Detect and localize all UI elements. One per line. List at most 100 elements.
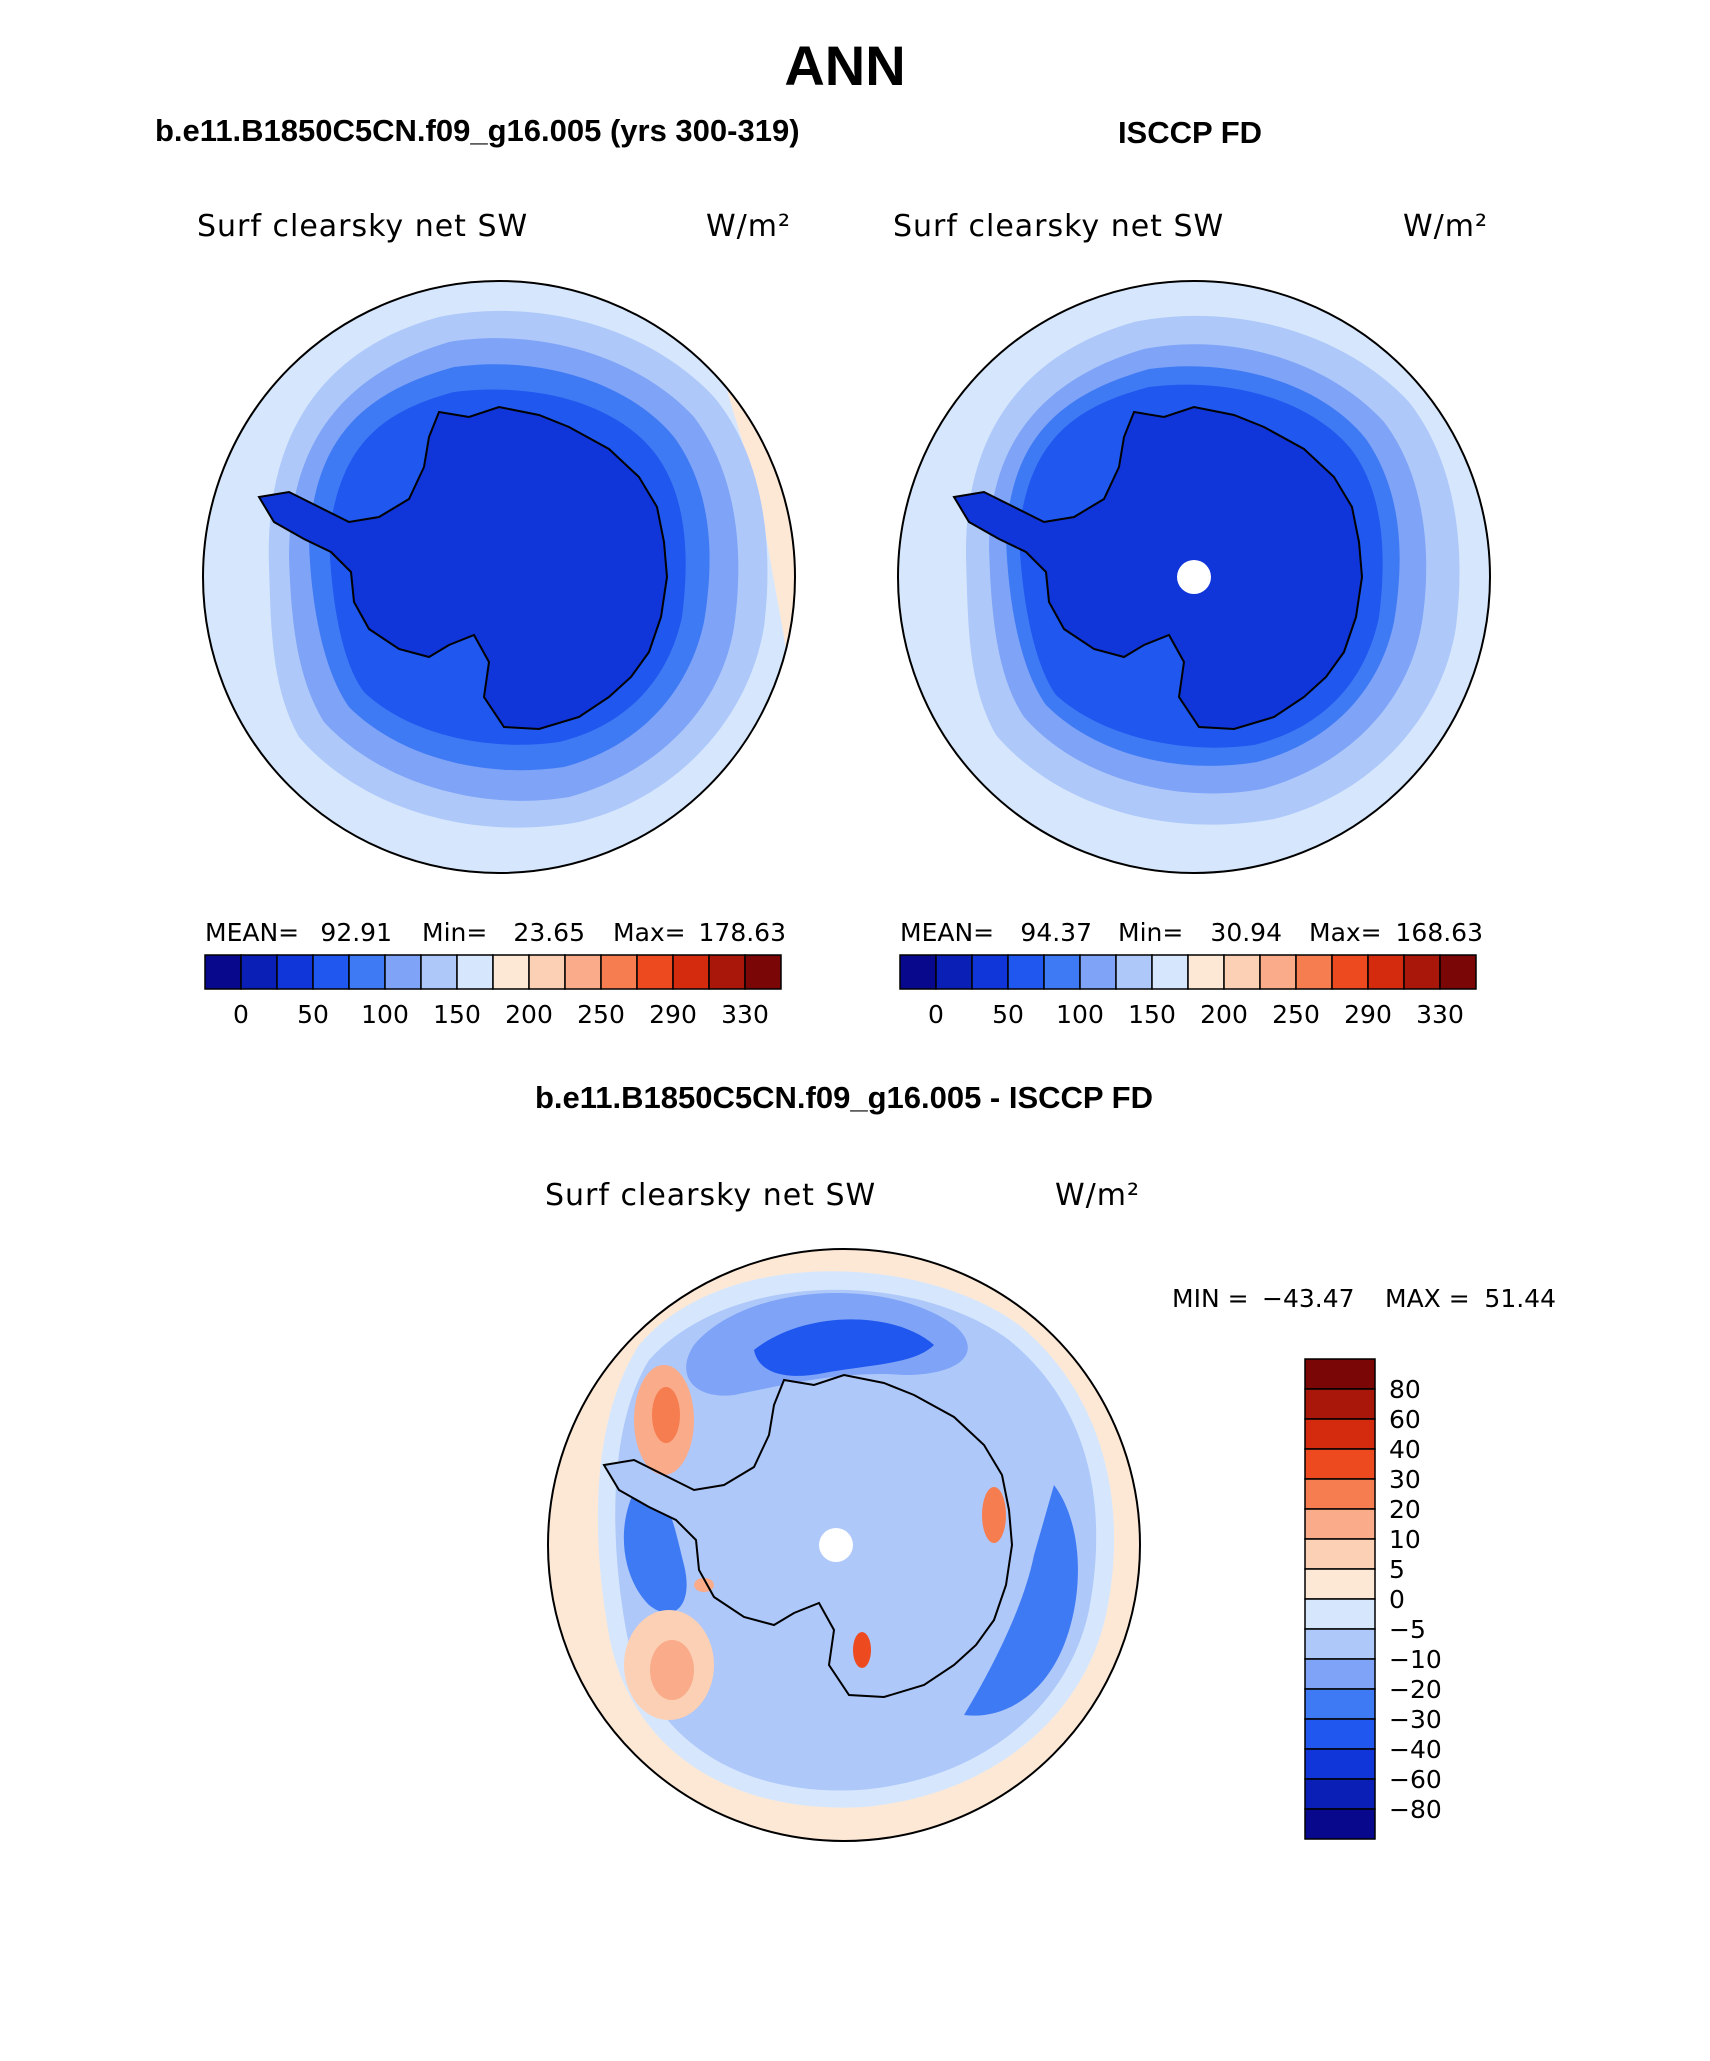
panel3-stats: MIN = −43.47 MAX = 51.44 [1172,1284,1556,1313]
colorbar-swatch [240,954,278,990]
colorbar-swatch [1304,1808,1376,1840]
panel1-variable-label: Surf clearsky net SW [197,209,528,244]
colorbar-tick-label: −40 [1389,1735,1442,1764]
colorbar-swatch [1304,1778,1376,1810]
panel2: Surf clearsky net SW W/m² MEAN= 94.37 Mi… [893,209,1491,1029]
panel2-max-label: Max= [1309,918,1382,947]
panel3-region-peninsula-core [652,1387,680,1443]
colorbar-swatch [1304,1688,1376,1720]
colorbar-swatch [564,954,602,990]
panel3-region-hotspot-east [982,1487,1006,1543]
panel2-map-border [897,280,1491,874]
colorbar-tick-label: 200 [505,1000,553,1029]
colorbar-tick-label: 20 [1389,1495,1421,1524]
colorbar-tick-label: 80 [1389,1375,1421,1404]
colorbar-swatch [1079,954,1117,990]
colorbar-swatch [1295,954,1333,990]
colorbar-swatch [1403,954,1441,990]
panel2-colorbar [899,954,1477,990]
figure-title: ANN [784,34,905,97]
colorbar-swatch [1007,954,1045,990]
panel3-region-west-negative [623,1475,687,1613]
colorbar-swatch [971,954,1009,990]
colorbar-tick-label: 290 [649,1000,697,1029]
colorbar-swatch [420,954,458,990]
panel2-min-value: 30.94 [1210,918,1282,947]
colorbar-tick-label: −30 [1389,1705,1442,1734]
colorbar-swatch [1304,1358,1376,1390]
colorbar-tick-label: 250 [1272,1000,1320,1029]
panel2-units-label: W/m² [1403,209,1488,244]
panel2-colorbar-ticks: 0 50 100 150 200 250 290 330 [928,1000,1464,1029]
colorbar-tick-label: 60 [1389,1405,1421,1434]
colorbar-tick-label: 200 [1200,1000,1248,1029]
colorbar-swatch [1259,954,1297,990]
panel3-max-value: 51.44 [1484,1284,1556,1313]
panel1-colorbar [204,954,782,990]
panel3-map-border [547,1248,1141,1842]
panel1-min-value: 23.65 [513,918,585,947]
panel1-colorbar-ticks: 0 50 100 150 200 250 290 330 [233,1000,769,1029]
panel1-map-border [202,280,796,874]
panel1-units-label: W/m² [706,209,791,244]
colorbar-swatch [1304,1418,1376,1450]
colorbar-swatch [1151,954,1189,990]
panel3: Surf clearsky net SW W/m² [545,1178,1556,1842]
colorbar-tick-label: 290 [1344,1000,1392,1029]
panel3-min-label: MIN = [1172,1284,1249,1313]
colorbar-tick-label: 5 [1389,1555,1405,1584]
colorbar-swatch [1304,1658,1376,1690]
panel2-mean-label: MEAN= [900,918,994,947]
colorbar-tick-label: 150 [433,1000,481,1029]
colorbar-tick-label: −80 [1389,1795,1442,1824]
colorbar-tick-label: 30 [1389,1465,1421,1494]
panel3-region-east-negative [964,1485,1078,1716]
panel1-coastline [257,405,669,731]
panel2-pole-missing [1177,560,1211,594]
panel1-mean-label: MEAN= [205,918,299,947]
panel3-map [547,1248,1141,1842]
panel1-max-value: 178.63 [699,918,786,947]
colorbar-tick-label: 330 [1416,1000,1464,1029]
colorbar-swatch [1304,1478,1376,1510]
colorbar-swatch [528,954,566,990]
panel2-variable-label: Surf clearsky net SW [893,209,1224,244]
panel2-stats: MEAN= 94.37 Min= 30.94 Max= 168.63 [900,918,1483,947]
colorbar-swatch [1304,1628,1376,1660]
panel3-variable-label: Surf clearsky net SW [545,1178,876,1213]
panel3-region-strong-negative [754,1319,934,1376]
panel1-map [202,280,796,874]
colorbar-tick-label: −60 [1389,1765,1442,1794]
panel1-mean-value: 92.91 [320,918,392,947]
colorbar-swatch [744,954,782,990]
colorbar-swatch [1187,954,1225,990]
colorbar-tick-label: 10 [1389,1525,1421,1554]
colorbar-swatch [708,954,746,990]
colorbar-swatch [1304,1568,1376,1600]
colorbar-tick-label: 330 [721,1000,769,1029]
panel3-max-label: MAX = [1385,1284,1470,1313]
panel2-mean-value: 94.37 [1020,918,1092,947]
panel3-units-label: W/m² [1055,1178,1140,1213]
colorbar-swatch [1304,1508,1376,1540]
panel3-colorbar [1304,1358,1376,1840]
colorbar-swatch [1439,954,1477,990]
colorbar-tick-label: 0 [233,1000,249,1029]
colorbar-swatch [348,954,386,990]
colorbar-tick-label: 100 [361,1000,409,1029]
colorbar-swatch [276,954,314,990]
panel1-min-label: Min= [422,918,487,947]
panel2-min-label: Min= [1118,918,1183,947]
panel3-coastline [602,1373,1014,1699]
colorbar-swatch [1115,954,1153,990]
colorbar-swatch [636,954,674,990]
colorbar-swatch [456,954,494,990]
colorbar-swatch [935,954,973,990]
colorbar-tick-label: 150 [1128,1000,1176,1029]
colorbar-swatch [1304,1538,1376,1570]
colorbar-tick-label: 40 [1389,1435,1421,1464]
panel3-min-value: −43.47 [1262,1284,1355,1313]
panel2-map [897,280,1491,874]
panel1: Surf clearsky net SW W/m² MEAN= 92.91 Mi… [197,209,796,1029]
panel1-stats: MEAN= 92.91 Min= 23.65 Max= 178.63 [205,918,786,947]
